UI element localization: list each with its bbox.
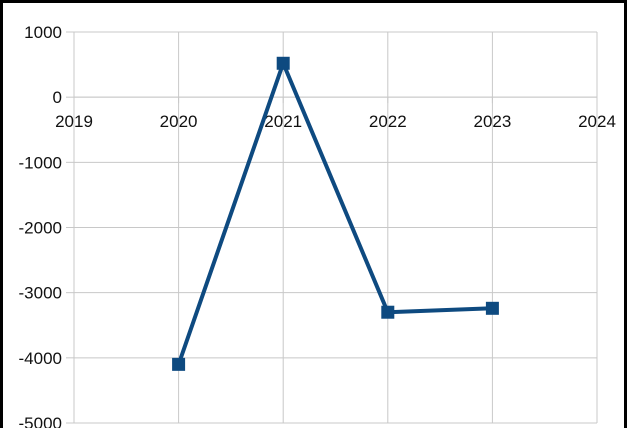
x-tick-label: 2021: [264, 112, 302, 131]
y-tick-label: 1000: [24, 23, 62, 42]
y-tick-labels: 1000 0 -1000 -2000 -3000 -4000 -5000: [19, 23, 62, 428]
series-line: [176, 61, 493, 366]
x-tick-label: 2023: [473, 112, 511, 131]
x-tick-label: 2022: [369, 112, 407, 131]
data-point-marker: [172, 357, 186, 371]
data-point-marker: [381, 305, 395, 319]
y-tick-label: -1000: [19, 153, 62, 172]
series: [172, 56, 499, 371]
y-tick-label: -5000: [19, 414, 62, 428]
data-point-marker: [276, 56, 290, 70]
x-tick-labels: 2019 2020 2021 2022 2023 2024: [55, 112, 616, 131]
data-point-marker: [485, 301, 499, 315]
y-tick-label: -3000: [19, 284, 62, 303]
y-tick-label: 0: [53, 88, 62, 107]
x-tick-label: 2020: [160, 112, 198, 131]
x-tick-label: 2024: [578, 112, 616, 131]
y-tick-label: -4000: [19, 349, 62, 368]
y-tick-label: -2000: [19, 219, 62, 238]
axes: [66, 31, 598, 424]
gridlines: [73, 31, 598, 424]
x-tick-label: 2019: [55, 112, 93, 131]
